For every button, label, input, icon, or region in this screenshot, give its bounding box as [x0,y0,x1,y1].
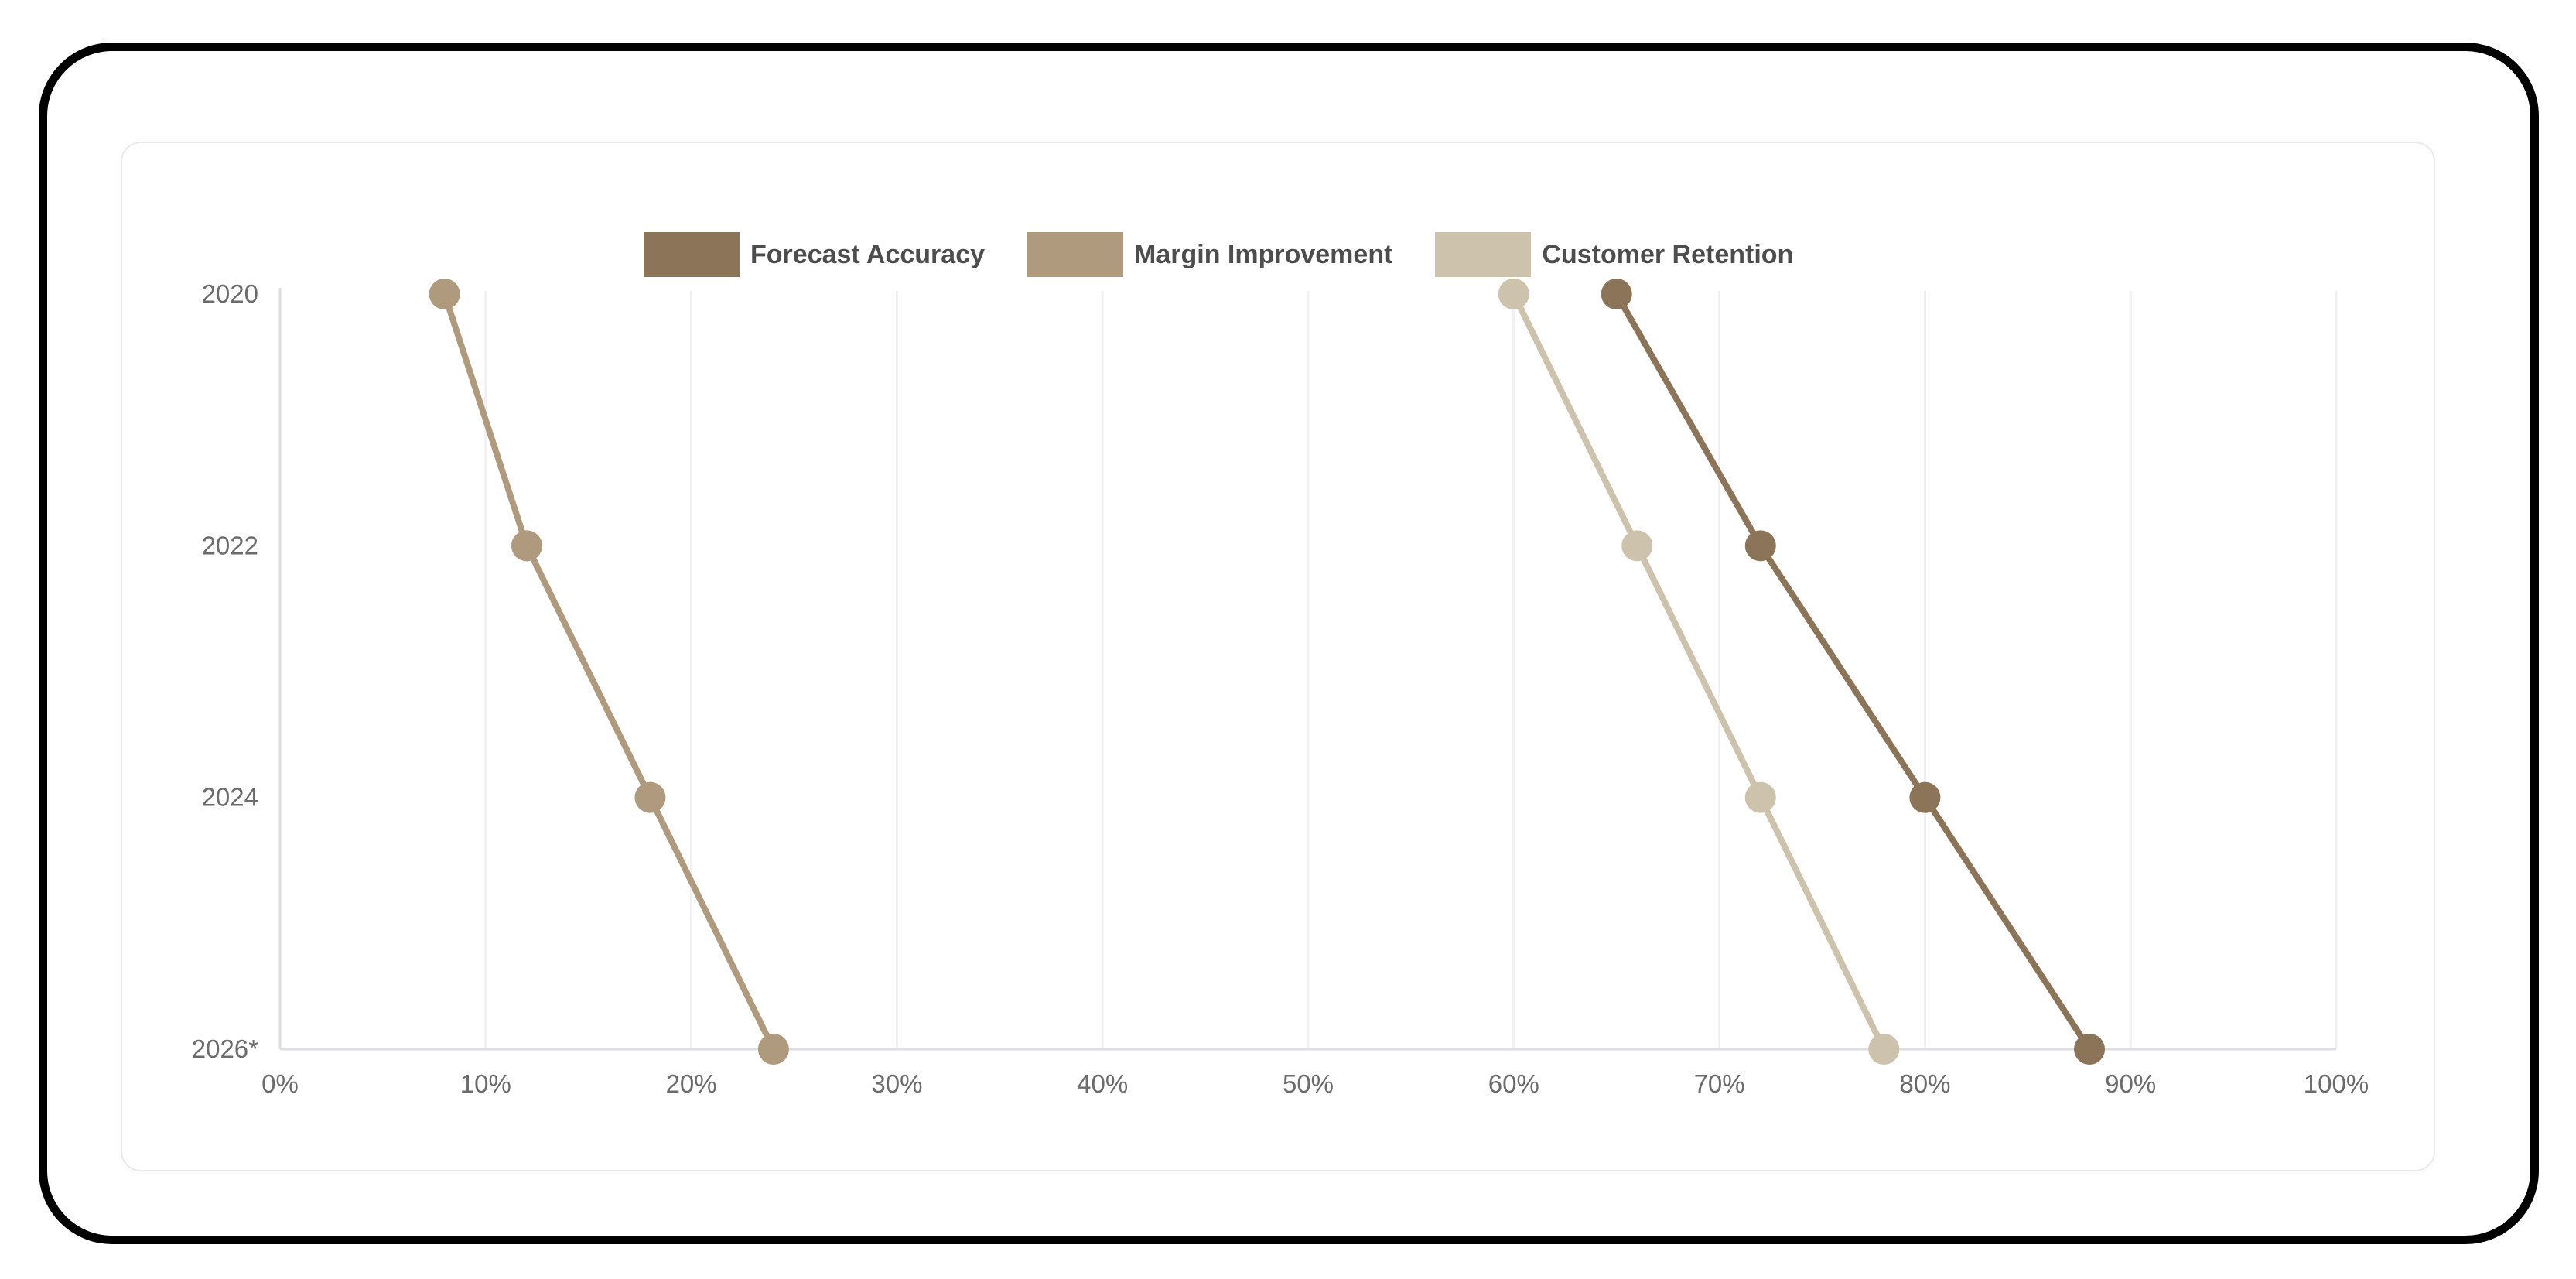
y-tick-label: 2026* [192,1034,258,1063]
data-point[interactable] [1909,781,1941,813]
series-line [441,291,777,1052]
y-tick-label: 2022 [202,531,258,559]
x-tick-label: 70% [1694,1069,1745,1098]
x-tick-label: 40% [1077,1069,1128,1098]
data-point[interactable] [1744,781,1776,813]
x-tick-label: 20% [666,1069,717,1098]
chart-card [121,142,2435,1171]
legend-item-margin-improvement[interactable]: Margin Improvement [1027,232,1392,277]
series-line [1613,291,2093,1052]
legend-label-customer-retention: Customer Retention [1542,239,1794,269]
x-tick-label: 90% [2105,1069,2156,1098]
data-point[interactable] [2074,1034,2106,1065]
y-tick-label: 2020 [202,279,258,308]
legend-item-customer-retention[interactable]: Customer Retention [1435,232,1793,277]
x-tick-label: 50% [1283,1069,1334,1098]
data-point[interactable] [511,530,542,562]
x-tick-label: 60% [1488,1069,1539,1098]
legend-swatch-forecast-accuracy [644,232,740,277]
legend-label-margin-improvement: Margin Improvement [1134,239,1393,269]
data-point[interactable] [1601,279,1632,309]
y-tick-label: 2024 [202,783,258,812]
legend-label-forecast-accuracy: Forecast Accuracy [750,239,986,269]
series-line [1510,291,1888,1052]
x-tick-label: 100% [2304,1069,2369,1098]
x-tick-label: 80% [1899,1069,1950,1098]
legend-swatch-customer-retention [1435,232,1532,277]
x-tick-label: 10% [460,1069,511,1098]
x-tick-label: 0% [261,1069,299,1098]
x-tick-label: 30% [871,1069,922,1098]
data-point[interactable] [634,781,666,813]
data-point[interactable] [429,279,460,309]
legend-swatch-margin-improvement [1027,232,1124,277]
data-point[interactable] [757,1034,789,1065]
legend-item-forecast-accuracy[interactable]: Forecast Accuracy [644,232,985,277]
data-point[interactable] [1621,530,1653,562]
data-point[interactable] [1868,1034,1900,1065]
chart-legend: Forecast Accuracy Margin Improvement Cus… [644,232,1793,277]
data-point[interactable] [1744,530,1776,562]
data-point[interactable] [1498,279,1529,309]
